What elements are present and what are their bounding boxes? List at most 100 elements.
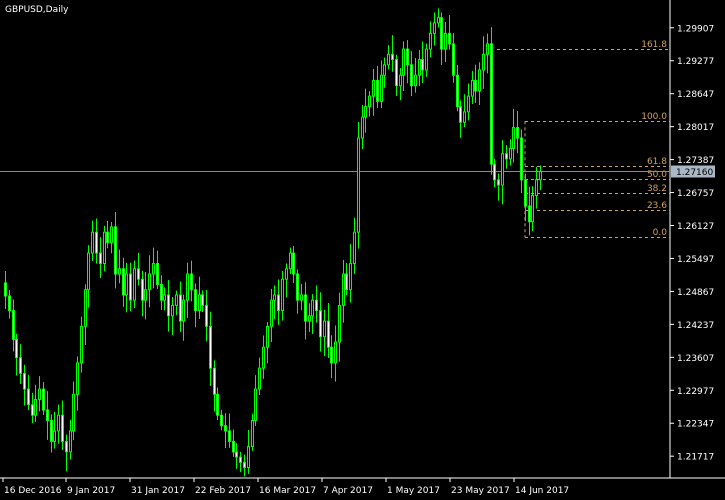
y-tick-label: 1.22977 [677, 387, 714, 397]
candle-body [391, 53, 394, 61]
candle-body [4, 282, 7, 297]
candle-body [327, 320, 330, 348]
candle-body [228, 430, 231, 442]
candle-body [213, 367, 216, 395]
candle-body [23, 372, 26, 390]
candle-body [361, 116, 364, 139]
x-axis-ticks: 16 Dec 2016 9 Jan 2017 31 Jan 2017 22 Feb 2… [2, 478, 569, 496]
candle-body [459, 106, 462, 123]
y-tick-label: 1.24237 [677, 321, 714, 331]
candle-body [84, 289, 87, 327]
candle-body [72, 393, 75, 432]
candle-body [300, 294, 303, 301]
candle-body [334, 341, 337, 364]
candle-body [497, 179, 500, 186]
candle-body [31, 404, 34, 416]
candle-body [106, 231, 109, 244]
fib-level-label: 50.0 [647, 170, 667, 180]
candle-body [482, 53, 485, 71]
candle-body [357, 137, 360, 233]
candle-body [27, 388, 30, 406]
candle-body [19, 357, 22, 374]
candle-body [201, 294, 204, 306]
candle-body [53, 430, 56, 442]
candle-body [129, 273, 132, 301]
candle-body [315, 299, 318, 312]
candle-body [232, 440, 235, 453]
candle-body [520, 137, 523, 181]
candle-body [34, 399, 37, 416]
chart-title: GBPUSD,Daily [5, 5, 69, 15]
candle-body [182, 299, 185, 322]
candle-body [528, 205, 531, 223]
candle-body [80, 325, 83, 364]
candle-body [524, 179, 527, 207]
candle-body [209, 325, 212, 369]
candle-body [471, 79, 474, 97]
candle-body [12, 310, 15, 340]
candle-body [330, 346, 333, 364]
x-tick-label: 23 May 2017 [451, 486, 510, 496]
candle-body [304, 294, 307, 322]
candle-body [110, 226, 113, 244]
candle-body [118, 268, 121, 275]
candle-body [220, 414, 223, 427]
candle-body [95, 231, 98, 254]
fib-level-label: 38.2 [647, 184, 667, 194]
candle-body [376, 79, 379, 102]
candle-body [289, 252, 292, 270]
candle-body [319, 310, 322, 338]
y-axis-ticks: 1.29907 1.29277 1.28647 1.28017 1.27387 1.267… [670, 24, 714, 463]
y-tick-label: 1.29907 [677, 24, 714, 34]
candle-body [486, 43, 489, 55]
candle-body [364, 106, 367, 118]
candle-body [91, 231, 94, 254]
candle-body [8, 295, 11, 312]
candle-body [251, 419, 254, 448]
x-tick-label: 9 Jan 2017 [67, 486, 115, 496]
y-tick-label: 1.27387 [677, 156, 714, 166]
fib-level-label: 161.8 [641, 40, 667, 50]
candle-body [156, 263, 159, 285]
candle-body [308, 315, 311, 322]
y-tick-label: 1.24867 [677, 288, 714, 298]
x-tick-label: 16 Dec 2016 [4, 486, 62, 496]
candle-body [163, 294, 166, 301]
candle-body [437, 17, 440, 24]
candle-body [76, 362, 79, 395]
candle-body [114, 226, 117, 275]
candle-body [46, 409, 49, 421]
candle-body [61, 414, 64, 442]
candle-body [410, 64, 413, 87]
y-tick-label: 1.26127 [677, 222, 714, 232]
candle-body [281, 278, 284, 312]
candle-body [395, 59, 398, 87]
candle-body [296, 273, 299, 301]
candle-body [380, 74, 383, 102]
fibonacci-retracement: 161.8 100.0 61.8 50.0 38.2 23.6 0.0 [497, 40, 670, 238]
candle-body [258, 367, 261, 390]
candle-body [194, 289, 197, 312]
candle-body [387, 53, 390, 66]
candle-body [448, 32, 451, 45]
candle-body [383, 64, 386, 76]
candle-body [262, 346, 265, 369]
candle-body [133, 268, 136, 301]
y-tick-label: 1.21717 [677, 453, 714, 463]
candle-body [216, 393, 219, 416]
candle-body [456, 74, 459, 108]
candle-body [160, 283, 163, 301]
candle-body [478, 69, 481, 92]
candle-body [402, 48, 405, 76]
candle-body [266, 325, 269, 348]
candle-body [277, 294, 280, 312]
candle-body [539, 170, 542, 181]
y-tick-label: 1.28017 [677, 123, 714, 133]
candle-body [429, 32, 432, 50]
candle-body [190, 273, 193, 291]
candle-body [353, 231, 356, 265]
candle-body [103, 231, 106, 265]
candle-body [535, 179, 538, 197]
candle-body [122, 268, 125, 296]
